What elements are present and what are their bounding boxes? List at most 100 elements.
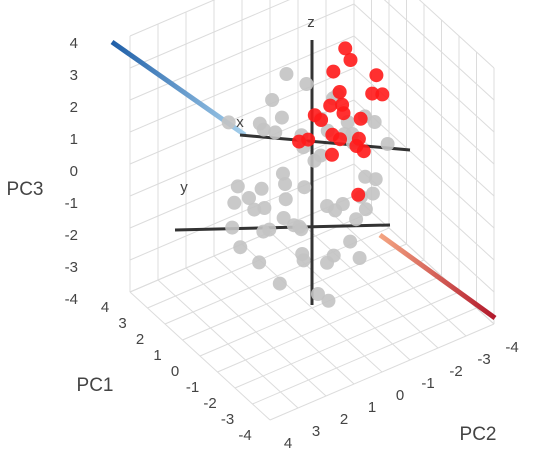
point	[221, 115, 236, 130]
point	[272, 276, 287, 291]
y-tick-label: -4	[505, 339, 518, 356]
z-tick-label: 2	[70, 99, 78, 116]
y-tick-label: 3	[312, 423, 320, 440]
x-tick-label: 0	[171, 363, 179, 380]
axis-marker: z	[307, 14, 315, 31]
grid-line	[297, 219, 439, 349]
point	[274, 110, 289, 125]
point	[332, 85, 347, 99]
grid-line	[353, 3, 495, 133]
x-tick-label: 4	[101, 299, 109, 316]
point	[365, 186, 380, 201]
grid-line	[325, 207, 467, 337]
point	[321, 293, 336, 308]
point	[292, 219, 307, 234]
y-tick-label: -1	[421, 375, 434, 392]
grid-line	[129, 67, 355, 165]
point	[227, 195, 242, 210]
point	[338, 41, 353, 56]
y-tick-label: -3	[477, 351, 490, 368]
point	[380, 137, 395, 151]
point	[254, 181, 269, 196]
point	[301, 132, 316, 147]
z-tick-label: 1	[70, 131, 78, 148]
grid-line	[383, 0, 495, 101]
point	[358, 202, 373, 217]
point	[297, 180, 312, 195]
x-tick-label: -4	[238, 427, 251, 444]
x-tick-label: -1	[186, 379, 199, 396]
y-tick-label: 2	[340, 411, 348, 428]
x-tick-label: 3	[118, 315, 126, 332]
grid-line	[418, 0, 495, 69]
point	[326, 248, 341, 263]
y-tick-label: 1	[368, 399, 376, 416]
points	[221, 41, 395, 308]
grid-line	[129, 35, 355, 133]
z-tick-label: 3	[70, 67, 78, 84]
point	[265, 93, 280, 107]
point	[343, 234, 358, 249]
point	[252, 255, 267, 270]
point	[242, 191, 256, 205]
x-tick-label: -3	[221, 411, 234, 428]
loading-vector	[378, 232, 497, 321]
point	[323, 98, 338, 113]
grid-line	[353, 35, 495, 165]
grid-line	[185, 267, 327, 397]
grid-line	[129, 163, 355, 261]
x-axis-title: PC1	[77, 375, 114, 396]
point	[343, 53, 358, 67]
point	[225, 220, 240, 235]
point	[369, 68, 384, 83]
point	[310, 287, 325, 301]
z-axis-title: PC3	[7, 179, 44, 200]
z-tick-label: -2	[65, 227, 78, 244]
y-axis-title: PC2	[460, 424, 497, 445]
grid-line	[129, 131, 355, 229]
point	[247, 202, 262, 217]
grid-line	[129, 3, 355, 101]
z-tick-label: -3	[65, 259, 78, 276]
point	[352, 251, 367, 265]
point	[313, 148, 328, 163]
point	[314, 113, 329, 127]
z-tick-label: -1	[65, 195, 78, 212]
grid-line	[129, 0, 216, 37]
x-tick-label: 2	[136, 331, 144, 348]
z-tick-label: -4	[65, 291, 78, 308]
point	[325, 127, 340, 142]
point	[268, 125, 283, 140]
point	[336, 106, 351, 121]
z-tick-label: 0	[70, 163, 78, 180]
axis-marker: y	[180, 179, 188, 196]
point	[367, 115, 382, 129]
grid-line	[213, 255, 355, 385]
point	[262, 222, 277, 237]
z-tick-label: 4	[70, 35, 78, 52]
point	[353, 111, 368, 126]
x-tick-label: -2	[203, 395, 216, 412]
point	[299, 77, 314, 91]
point	[351, 187, 366, 202]
point	[324, 147, 339, 162]
point	[233, 240, 248, 255]
point	[276, 211, 291, 225]
y-tick-label: 4	[284, 435, 292, 452]
axis-marker: x	[236, 114, 244, 131]
point	[275, 166, 290, 181]
point	[252, 116, 267, 131]
point	[349, 212, 364, 227]
grid-line	[157, 279, 299, 409]
x-tick-label: 1	[153, 347, 161, 364]
point	[230, 179, 245, 194]
point	[375, 87, 390, 102]
point	[279, 67, 294, 81]
point	[278, 177, 293, 191]
grid-line	[269, 231, 411, 361]
point	[328, 203, 343, 218]
point	[296, 253, 311, 268]
grid-line	[353, 131, 495, 261]
point	[278, 192, 293, 207]
